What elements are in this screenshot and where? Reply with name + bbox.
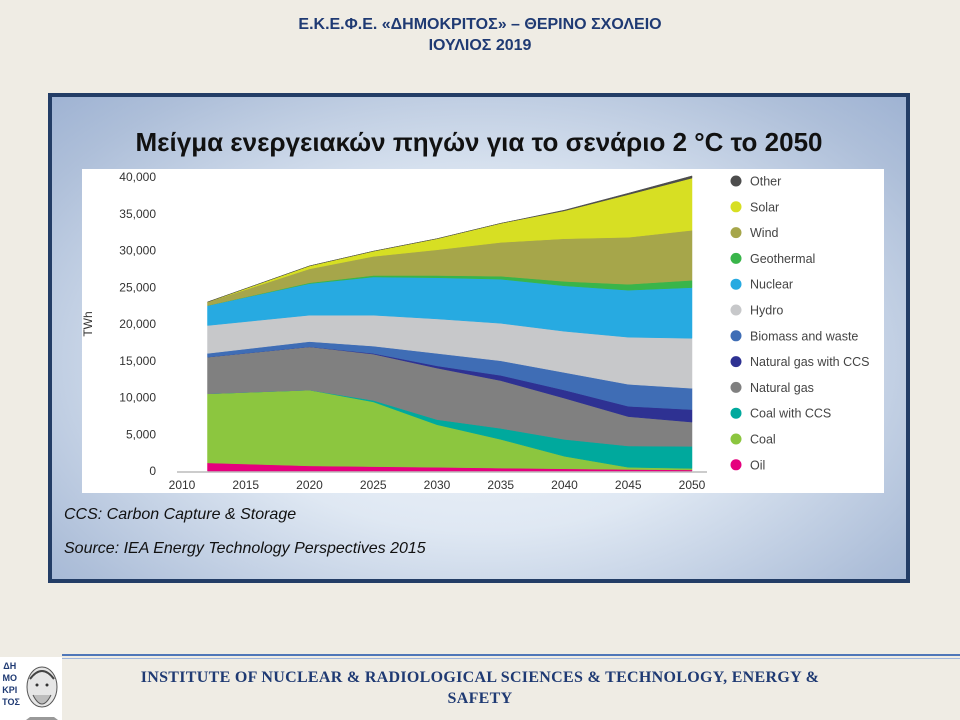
legend-label: Oil [750, 458, 765, 472]
x-tick-label: 2010 [169, 478, 196, 492]
header-line-1: Ε.Κ.Ε.Φ.Ε. «ΔΗΜΟΚΡΙΤΟΣ» – ΘΕΡΙΝΟ ΣΧΟΛΕΙΟ [298, 16, 662, 33]
footer-divider [62, 654, 960, 656]
legend-swatch [730, 459, 742, 471]
y-tick-label: 0 [149, 464, 156, 478]
legend-swatch [730, 407, 742, 419]
legend-label: Other [750, 175, 781, 189]
y-tick-label: 30,000 [119, 244, 156, 258]
y-axis-label: TWh [82, 311, 95, 336]
y-tick-label: 35,000 [119, 207, 156, 221]
legend-swatch [730, 278, 742, 290]
legend-swatch [730, 330, 742, 342]
logo-text-4: ΤΟΣ [2, 697, 20, 707]
legend-label: Biomass and waste [750, 329, 858, 343]
x-tick-label: 2020 [296, 478, 323, 492]
legend-swatch [730, 433, 742, 445]
institute-name: INSTITUTE OF NUCLEAR & RADIOLOGICAL SCIE… [80, 667, 880, 709]
y-tick-label: 20,000 [119, 317, 156, 331]
y-tick-label: 5,000 [126, 427, 156, 441]
y-tick-label: 15,000 [119, 354, 156, 368]
institute-logo: ΔΗ ΜΟ ΚΡΙ ΤΟΣ [0, 657, 62, 720]
logo-text-3: ΚΡΙ [2, 685, 17, 695]
x-tick-label: 2050 [679, 478, 706, 492]
legend-label: Coal with CCS [750, 407, 831, 421]
logo-graphic: ΔΗ ΜΟ ΚΡΙ ΤΟΣ [0, 657, 58, 720]
legend-swatch [730, 252, 742, 264]
legend-swatch [730, 381, 742, 393]
legend-label: Natural gas with CCS [750, 355, 870, 369]
legend-swatch [730, 304, 742, 316]
ccs-note: CCS: Carbon Capture & Storage [64, 506, 297, 523]
logo-text-1: ΔΗ [3, 661, 16, 671]
y-tick-label: 10,000 [119, 391, 156, 405]
slide-header: Ε.Κ.Ε.Φ.Ε. «ΔΗΜΟΚΡΙΤΟΣ» – ΘΕΡΙΝΟ ΣΧΟΛΕΙΟ… [0, 14, 960, 56]
institute-name-line-1: INSTITUTE OF NUCLEAR & RADIOLOGICAL SCIE… [140, 669, 820, 686]
legend-swatch [730, 201, 742, 213]
legend-label: Geothermal [750, 252, 815, 266]
x-tick-label: 2040 [551, 478, 578, 492]
legend-label: Hydro [750, 304, 783, 318]
legend-label: Natural gas [750, 381, 814, 395]
x-tick-label: 2035 [487, 478, 514, 492]
x-tick-label: 2015 [232, 478, 259, 492]
logo-text-2: ΜΟ [2, 673, 17, 683]
chart-container: 0 5,000 10,000 15,000 20,000 25,000 30,000 35,0… [81, 169, 884, 493]
legend-label: Coal [750, 433, 776, 447]
institute-name-line-2: SAFETY [447, 690, 513, 707]
y-tick-label: 40,000 [119, 170, 156, 184]
legend-label: Wind [750, 226, 779, 240]
legend-label: Solar [750, 200, 779, 214]
y-tick-label: 25,000 [119, 280, 156, 294]
x-tick-label: 2045 [615, 478, 642, 492]
header-line-2: ΙΟΥΛΙΟΣ 2019 [428, 37, 532, 54]
legend-swatch [730, 227, 742, 239]
legend-swatch [730, 356, 742, 368]
x-tick-label: 2025 [360, 478, 387, 492]
footer-divider-thin [62, 658, 960, 659]
chart-panel: Μείγμα ενεργειακών πηγών για το σενάριο … [48, 93, 910, 583]
legend-label: Nuclear [750, 278, 793, 292]
stacked-area-chart: 0 5,000 10,000 15,000 20,000 25,000 30,000 35,0… [81, 170, 870, 492]
legend-swatch [730, 175, 742, 187]
source-note: Source: IEA Energy Technology Perspectiv… [64, 540, 426, 557]
chart-title: Μείγμα ενεργειακών πηγών για το σενάριο … [135, 127, 823, 157]
x-tick-label: 2030 [424, 478, 451, 492]
area-other [207, 175, 693, 303]
logo-text: ΔΗ ΜΟ ΚΡΙ ΤΟΣ [2, 661, 20, 707]
